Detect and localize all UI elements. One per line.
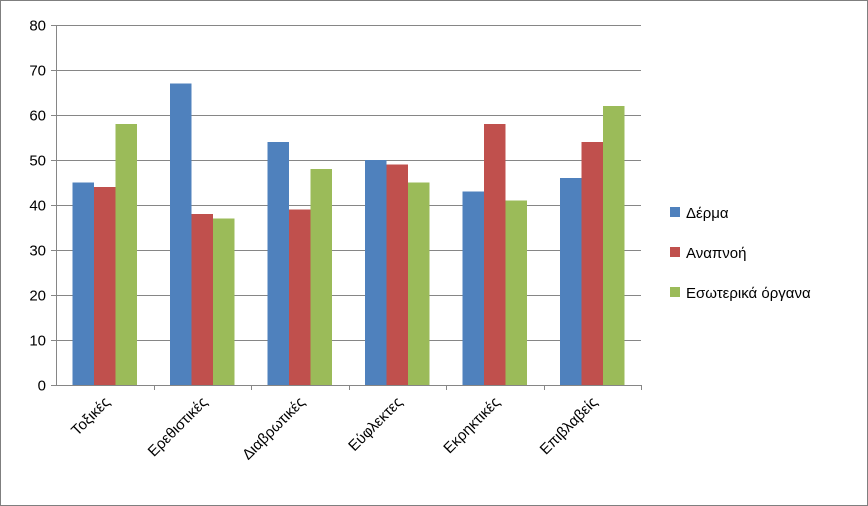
y-tick-label: 70 — [29, 63, 46, 80]
bar-2-1 — [94, 187, 116, 385]
y-tick-label: 0 — [38, 378, 46, 395]
bar-2-3 — [289, 209, 311, 385]
legend-swatch — [670, 287, 680, 297]
x-tick-label: Ερεθιστικές — [145, 394, 211, 460]
bar-1-6 — [560, 178, 582, 385]
bar-3-3 — [310, 169, 332, 385]
bar-1-1 — [72, 182, 94, 385]
bars — [72, 83, 625, 385]
x-tick-labels: Τοξικές Ερεθιστικές Διαβρωτικές Εύφλεκτες Εκ… — [68, 394, 601, 464]
y-tick-label: 10 — [29, 333, 46, 350]
legend-label: Εσωτερικά όργανα — [686, 285, 811, 302]
y-tick-label: 30 — [29, 243, 46, 260]
y-tick-label: 60 — [29, 108, 46, 125]
bar-3-4 — [408, 182, 430, 385]
bar-3-5 — [505, 200, 527, 385]
bar-2-2 — [191, 214, 213, 385]
y-tick-label: 40 — [29, 198, 46, 215]
bar-2-4 — [386, 164, 408, 385]
x-tick-label: Εύφλεκτες — [345, 394, 406, 455]
bar-2-6 — [581, 142, 603, 385]
bar-1-5 — [462, 191, 484, 385]
y-tick-labels: 0 10 20 30 40 50 60 70 80 — [29, 18, 46, 395]
y-tick-label: 20 — [29, 288, 46, 305]
y-tick-label: 50 — [29, 153, 46, 170]
axes — [51, 25, 642, 390]
legend: Δέρμα Αναπνοή Εσωτερικά όργανα — [670, 205, 811, 302]
bar-2-5 — [484, 124, 506, 385]
legend-label: Αναπνοή — [686, 245, 746, 262]
x-tick-label: Διαβρωτικές — [239, 394, 309, 464]
bar-3-1 — [115, 124, 137, 385]
legend-swatch — [670, 207, 680, 217]
x-tick-label: Επιβλαβείς — [537, 394, 601, 458]
bar-3-2 — [213, 218, 235, 385]
bar-1-4 — [365, 160, 387, 385]
bar-3-6 — [603, 106, 625, 385]
legend-swatch — [670, 247, 680, 257]
legend-label: Δέρμα — [686, 205, 729, 222]
x-tick-label: Τοξικές — [68, 394, 113, 439]
gridlines — [56, 25, 641, 341]
bar-1-3 — [267, 142, 289, 385]
bar-1-2 — [170, 83, 192, 385]
y-tick-label: 80 — [29, 18, 46, 35]
x-tick-label: Εκρηκτικές — [440, 394, 503, 457]
